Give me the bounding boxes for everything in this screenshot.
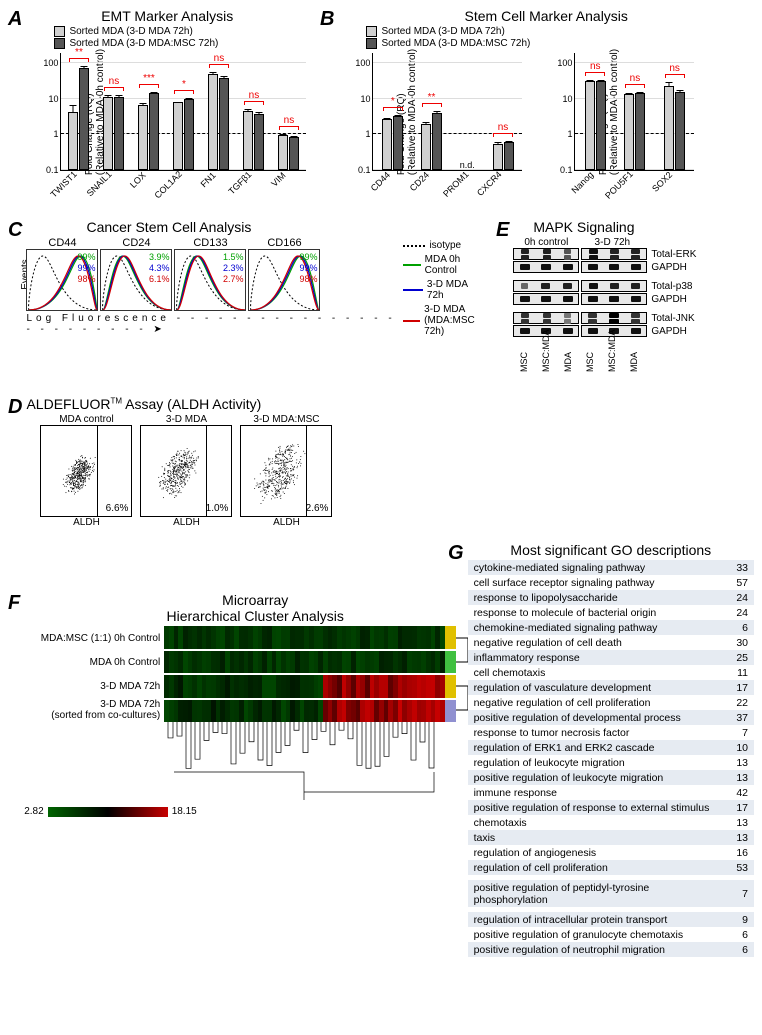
panel-b-chart-1: 0.1110100*CD44**CD24n.d.PROM1nsCXCR4 bbox=[372, 53, 522, 171]
panel-c-plots: CD4499%99%98%CD243.9%4.3%6.1%CD1331.5%2.… bbox=[26, 237, 397, 311]
panel-c-title: Cancer Stem Cell Analysis bbox=[86, 219, 480, 235]
panel-a-legend: Sorted MDA (3-D MDA 72h)Sorted MDA (3-D … bbox=[54, 26, 308, 49]
panel-c-legend: isotypeMDA 0h Control3-D MDA 72h3-D MDA(… bbox=[403, 237, 480, 340]
panel-e: E MAPK Signaling 0h control3-D 72hTotal-… bbox=[496, 219, 754, 384]
panel-f-title: Microarray Hierarchical Cluster Analysis bbox=[24, 592, 486, 624]
panel-f-label: F bbox=[8, 592, 20, 817]
panel-g-title: Most significant GO descriptions bbox=[468, 542, 754, 558]
panel-b-title: Stem Cell Marker Analysis bbox=[338, 8, 754, 24]
panel-a-label: A bbox=[8, 8, 22, 171]
go-table: cytokine-mediated signaling pathway33cel… bbox=[468, 560, 754, 957]
panel-c-xaxis: Log Fluorescence - - - - - - - - - - - -… bbox=[26, 313, 397, 335]
heatmap-scale: 2.82 18.15 bbox=[24, 806, 486, 817]
heatmap-scale-min: 2.82 bbox=[24, 806, 43, 817]
panel-d-plots: MDA controlSSc6.6%SScALDH3-D MDA1.0%SScA… bbox=[40, 414, 332, 528]
panel-e-title: MAPK Signaling bbox=[533, 219, 696, 235]
panel-b: B Stem Cell Marker Analysis Sorted MDA (… bbox=[320, 8, 754, 171]
panel-d: D ALDEFLUORTM Assay (ALDH Activity) MDA … bbox=[8, 396, 332, 528]
heatmap-scale-max: 18.15 bbox=[172, 806, 197, 817]
panel-b-chart-2: 0.1110100nsNanognsPOU5F1nsSOX2 bbox=[574, 53, 694, 171]
panel-f: F Microarray Hierarchical Cluster Analys… bbox=[8, 592, 438, 817]
panel-b-label: B bbox=[320, 8, 334, 171]
panel-c: C Cancer Stem Cell Analysis Events CD449… bbox=[8, 219, 480, 384]
panel-a-title: EMT Marker Analysis bbox=[26, 8, 308, 24]
panel-g-label: G bbox=[448, 542, 464, 957]
heatmap: MDA:MSC (1:1) 0h ControlMDA 0h Control3-… bbox=[24, 626, 486, 722]
panel-d-title: ALDEFLUORTM Assay (ALDH Activity) bbox=[26, 396, 332, 412]
panel-g: G Most significant GO descriptions cytok… bbox=[448, 542, 754, 957]
panel-a: A EMT Marker Analysis Sorted MDA (3-D MD… bbox=[8, 8, 308, 171]
panel-a-chart: 0.1110100**TWIST1nsSNAIL1***LOX*COL1A2ns… bbox=[60, 53, 306, 171]
panel-d-label: D bbox=[8, 396, 22, 528]
panel-b-legend: Sorted MDA (3-D MDA 72h)Sorted MDA (3-D … bbox=[366, 26, 754, 49]
panel-e-blots: 0h control3-D 72hTotal-ERKGAPDHTotal-p38… bbox=[513, 237, 696, 384]
